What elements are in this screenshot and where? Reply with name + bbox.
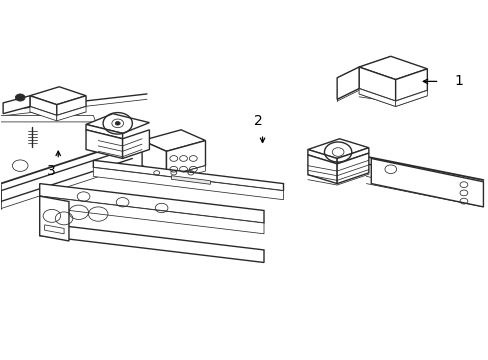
Text: 1: 1 — [453, 75, 462, 89]
Polygon shape — [142, 140, 166, 176]
Text: 2: 2 — [254, 114, 263, 128]
Polygon shape — [336, 56, 390, 78]
Polygon shape — [307, 149, 336, 164]
Polygon shape — [57, 96, 86, 116]
Polygon shape — [86, 114, 149, 134]
Polygon shape — [30, 96, 57, 116]
Polygon shape — [44, 225, 64, 234]
Polygon shape — [30, 107, 57, 121]
Polygon shape — [40, 184, 264, 223]
Polygon shape — [171, 176, 210, 184]
Polygon shape — [395, 90, 427, 107]
Polygon shape — [40, 196, 69, 241]
Polygon shape — [142, 166, 205, 182]
Polygon shape — [40, 196, 264, 234]
Polygon shape — [86, 125, 122, 139]
Polygon shape — [3, 96, 30, 114]
Polygon shape — [358, 67, 395, 101]
Polygon shape — [142, 130, 205, 151]
Circle shape — [15, 94, 25, 101]
Polygon shape — [358, 56, 427, 80]
Polygon shape — [336, 67, 358, 99]
Text: 3: 3 — [47, 164, 56, 178]
Polygon shape — [166, 140, 205, 176]
Polygon shape — [93, 167, 283, 200]
Polygon shape — [40, 223, 264, 262]
Polygon shape — [358, 89, 395, 107]
Polygon shape — [30, 87, 86, 105]
Polygon shape — [122, 130, 149, 158]
Polygon shape — [307, 139, 368, 158]
Polygon shape — [57, 107, 86, 121]
Polygon shape — [370, 158, 483, 207]
Polygon shape — [93, 160, 283, 191]
Polygon shape — [86, 130, 122, 158]
Polygon shape — [395, 69, 427, 101]
Polygon shape — [336, 153, 368, 184]
Polygon shape — [336, 148, 368, 164]
Polygon shape — [307, 155, 336, 184]
Circle shape — [115, 122, 120, 125]
Polygon shape — [0, 116, 96, 122]
